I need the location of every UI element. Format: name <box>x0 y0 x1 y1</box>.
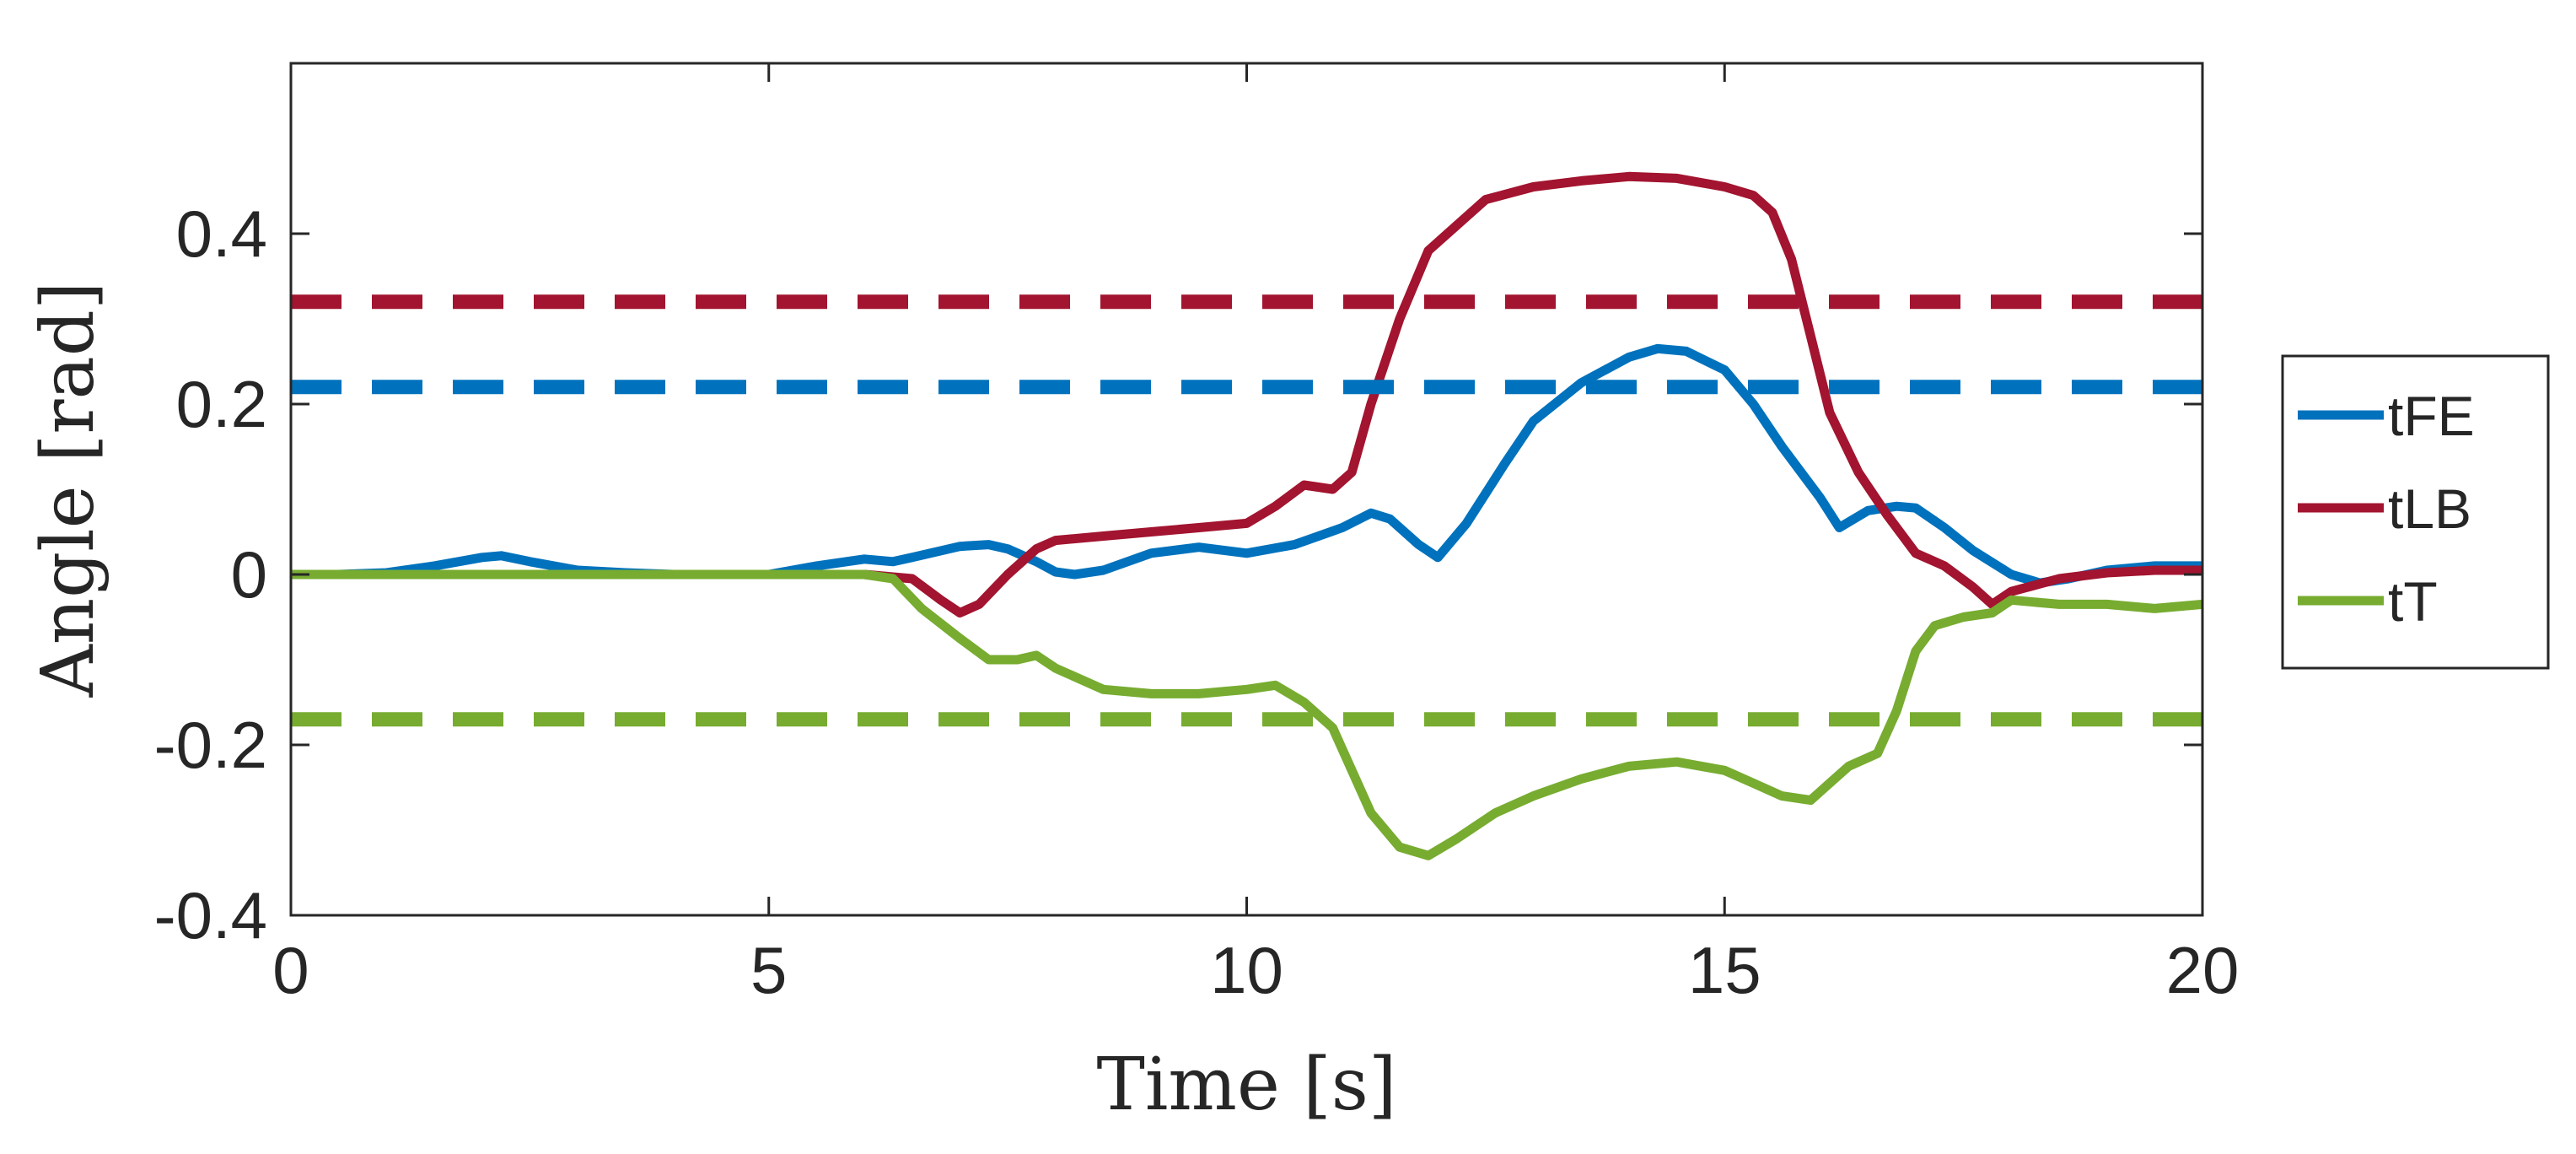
y-tick-label: 0.2 <box>176 367 267 441</box>
x-tick-label: 10 <box>1210 933 1283 1007</box>
y-tick-label: 0 <box>231 537 267 612</box>
y-tick-label: -0.4 <box>154 878 267 952</box>
series-layer <box>291 171 2203 860</box>
x-tick-label: 0 <box>272 933 309 1007</box>
x-tick-label: 5 <box>750 933 787 1007</box>
y-tick-label: 0.4 <box>176 197 267 271</box>
legend-label-tFE: tFE <box>2388 385 2475 447</box>
series-line-tT <box>291 569 2203 860</box>
ticks-layer: 0 5 10 15 20 -0.4 -0.2 0 0.2 0.4 <box>154 63 2240 1007</box>
x-axis-label: Time [s] <box>1097 1043 1397 1127</box>
legend-label-tLB: tLB <box>2388 477 2471 540</box>
legend: tFE tLB tT <box>2281 354 2550 670</box>
y-tick-label: -0.2 <box>154 708 267 782</box>
series-line-tLB <box>291 171 2202 617</box>
y-axis-label: Angle [rad] <box>26 282 110 698</box>
x-tick-label: 20 <box>2166 933 2240 1007</box>
plot-area <box>289 62 2204 917</box>
legend-label-tT: tT <box>2388 570 2438 633</box>
x-tick-label: 15 <box>1688 933 1761 1007</box>
